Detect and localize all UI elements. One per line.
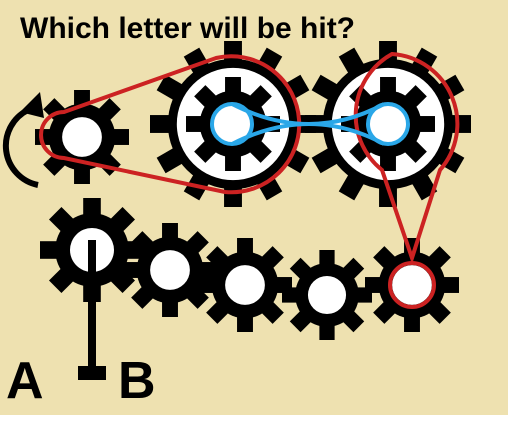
target-letter-b: B xyxy=(118,352,156,410)
counterclockwise-arrow-icon xyxy=(2,92,44,188)
hammer-lever xyxy=(78,240,106,380)
footer-strip xyxy=(0,415,508,439)
red-belt xyxy=(39,54,302,195)
target-letter-a: A xyxy=(6,352,44,410)
blue-crossed-belt xyxy=(210,102,410,146)
red-belt-loop xyxy=(353,51,460,309)
puzzle-title: Which letter will be hit? xyxy=(20,12,355,45)
